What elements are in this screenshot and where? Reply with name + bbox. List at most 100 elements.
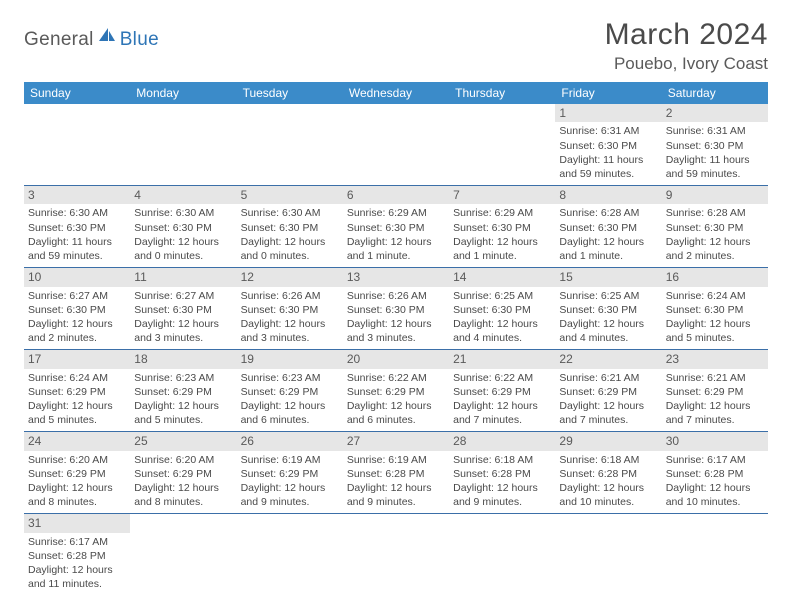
- day-number: 6: [343, 186, 449, 204]
- daylight-text: Daylight: 12 hours and 2 minutes.: [666, 235, 764, 263]
- sunrise-text: Sunrise: 6:30 AM: [28, 206, 126, 220]
- calendar-cell: 27Sunrise: 6:19 AMSunset: 6:28 PMDayligh…: [343, 432, 449, 514]
- logo: General Blue: [24, 18, 159, 53]
- sunset-text: Sunset: 6:29 PM: [28, 385, 126, 399]
- sunset-text: Sunset: 6:29 PM: [453, 385, 551, 399]
- sunrise-text: Sunrise: 6:18 AM: [559, 453, 657, 467]
- sunset-text: Sunset: 6:29 PM: [347, 385, 445, 399]
- calendar-week-row: 24Sunrise: 6:20 AMSunset: 6:29 PMDayligh…: [24, 432, 768, 514]
- sunset-text: Sunset: 6:29 PM: [134, 385, 232, 399]
- sunset-text: Sunset: 6:28 PM: [453, 467, 551, 481]
- day-details: Sunrise: 6:20 AMSunset: 6:29 PMDaylight:…: [130, 451, 236, 514]
- daylight-text: Daylight: 12 hours and 2 minutes.: [28, 317, 126, 345]
- sunset-text: Sunset: 6:30 PM: [559, 139, 657, 153]
- sunset-text: Sunset: 6:30 PM: [559, 221, 657, 235]
- sunrise-text: Sunrise: 6:19 AM: [347, 453, 445, 467]
- daylight-text: Daylight: 12 hours and 0 minutes.: [134, 235, 232, 263]
- day-number: 11: [130, 268, 236, 286]
- daylight-text: Daylight: 12 hours and 7 minutes.: [453, 399, 551, 427]
- title-block: March 2024 Pouebo, Ivory Coast: [605, 18, 768, 74]
- day-details: Sunrise: 6:18 AMSunset: 6:28 PMDaylight:…: [555, 451, 661, 514]
- month-title: March 2024: [605, 18, 768, 52]
- day-number: 24: [24, 432, 130, 450]
- calendar-cell: 6Sunrise: 6:29 AMSunset: 6:30 PMDaylight…: [343, 186, 449, 268]
- day-details: Sunrise: 6:23 AMSunset: 6:29 PMDaylight:…: [130, 369, 236, 432]
- sunset-text: Sunset: 6:30 PM: [28, 303, 126, 317]
- sunset-text: Sunset: 6:28 PM: [28, 549, 126, 563]
- sunset-text: Sunset: 6:28 PM: [347, 467, 445, 481]
- calendar-cell: 15Sunrise: 6:25 AMSunset: 6:30 PMDayligh…: [555, 268, 661, 350]
- calendar-cell: 24Sunrise: 6:20 AMSunset: 6:29 PMDayligh…: [24, 432, 130, 514]
- calendar-cell: 23Sunrise: 6:21 AMSunset: 6:29 PMDayligh…: [662, 350, 768, 432]
- sunrise-text: Sunrise: 6:29 AM: [453, 206, 551, 220]
- calendar-cell: 11Sunrise: 6:27 AMSunset: 6:30 PMDayligh…: [130, 268, 236, 350]
- calendar-cell: 18Sunrise: 6:23 AMSunset: 6:29 PMDayligh…: [130, 350, 236, 432]
- calendar-cell: 10 Sunrise: 6:27 AMSunset: 6:30 PMDayligh…: [24, 268, 130, 350]
- day-number: 3: [24, 186, 130, 204]
- daylight-text: Daylight: 12 hours and 1 minute.: [347, 235, 445, 263]
- day-number: 22: [555, 350, 661, 368]
- sunrise-text: Sunrise: 6:31 AM: [559, 124, 657, 138]
- sunrise-text: Sunrise: 6:17 AM: [28, 535, 126, 549]
- sunrise-text: Sunrise: 6:21 AM: [559, 371, 657, 385]
- calendar-table: Sunday Monday Tuesday Wednesday Thursday…: [24, 82, 768, 595]
- sunrise-text: Sunrise: 6:24 AM: [666, 289, 764, 303]
- day-number: 16: [662, 268, 768, 286]
- calendar-cell: 20Sunrise: 6:22 AMSunset: 6:29 PMDayligh…: [343, 350, 449, 432]
- day-number: 10: [24, 268, 130, 286]
- sunrise-text: Sunrise: 6:30 AM: [134, 206, 232, 220]
- day-number: 26: [237, 432, 343, 450]
- sunset-text: Sunset: 6:29 PM: [666, 385, 764, 399]
- calendar-week-row: 17Sunrise: 6:24 AMSunset: 6:29 PMDayligh…: [24, 350, 768, 432]
- sunset-text: Sunset: 6:29 PM: [28, 467, 126, 481]
- daylight-text: Daylight: 11 hours and 59 minutes.: [559, 153, 657, 181]
- daylight-text: Daylight: 12 hours and 5 minutes.: [28, 399, 126, 427]
- sunrise-text: Sunrise: 6:28 AM: [666, 206, 764, 220]
- calendar-cell: [662, 514, 768, 596]
- daylight-text: Daylight: 12 hours and 9 minutes.: [241, 481, 339, 509]
- day-number: 5: [237, 186, 343, 204]
- daylight-text: Daylight: 12 hours and 0 minutes.: [241, 235, 339, 263]
- calendar-cell: 28Sunrise: 6:18 AMSunset: 6:28 PMDayligh…: [449, 432, 555, 514]
- day-number: 18: [130, 350, 236, 368]
- sunrise-text: Sunrise: 6:21 AM: [666, 371, 764, 385]
- daylight-text: Daylight: 12 hours and 6 minutes.: [241, 399, 339, 427]
- day-details: Sunrise: 6:18 AMSunset: 6:28 PMDaylight:…: [449, 451, 555, 514]
- sunrise-text: Sunrise: 6:18 AM: [453, 453, 551, 467]
- calendar-cell: [130, 514, 236, 596]
- calendar-week-row: 10Sunrise: 6:27 AMSunset: 6:30 PMDayligh…: [24, 268, 768, 350]
- calendar-cell: 17Sunrise: 6:24 AMSunset: 6:29 PMDayligh…: [24, 350, 130, 432]
- sunrise-text: Sunrise: 6:27 AM: [28, 289, 126, 303]
- day-details: Sunrise: 6:22 AMSunset: 6:29 PMDaylight:…: [449, 369, 555, 432]
- day-details: Sunrise: 6:25 AMSunset: 6:30 PMDaylight:…: [449, 287, 555, 350]
- day-number: 27: [343, 432, 449, 450]
- sunset-text: Sunset: 6:30 PM: [28, 221, 126, 235]
- weekday-header: Friday: [555, 82, 661, 104]
- day-details: Sunrise: 6:27 AMSunset: 6:30 PMDaylight:…: [130, 287, 236, 350]
- calendar-cell: 29Sunrise: 6:18 AMSunset: 6:28 PMDayligh…: [555, 432, 661, 514]
- sunset-text: Sunset: 6:29 PM: [134, 467, 232, 481]
- weekday-header: Saturday: [662, 82, 768, 104]
- daylight-text: Daylight: 12 hours and 11 minutes.: [28, 563, 126, 591]
- sunset-text: Sunset: 6:30 PM: [134, 221, 232, 235]
- day-number: 21: [449, 350, 555, 368]
- sunrise-text: Sunrise: 6:22 AM: [347, 371, 445, 385]
- calendar-cell: 5Sunrise: 6:30 AMSunset: 6:30 PMDaylight…: [237, 186, 343, 268]
- daylight-text: Daylight: 12 hours and 5 minutes.: [666, 317, 764, 345]
- sunset-text: Sunset: 6:29 PM: [559, 385, 657, 399]
- day-details: Sunrise: 6:19 AMSunset: 6:29 PMDaylight:…: [237, 451, 343, 514]
- day-details: Sunrise: 6:28 AMSunset: 6:30 PMDaylight:…: [555, 204, 661, 267]
- sunrise-text: Sunrise: 6:17 AM: [666, 453, 764, 467]
- day-number: 2: [662, 104, 768, 122]
- day-details: Sunrise: 6:31 AMSunset: 6:30 PMDaylight:…: [662, 122, 768, 185]
- day-number: 25: [130, 432, 236, 450]
- calendar-cell: [237, 514, 343, 596]
- sunset-text: Sunset: 6:29 PM: [241, 385, 339, 399]
- calendar-cell: 21Sunrise: 6:22 AMSunset: 6:29 PMDayligh…: [449, 350, 555, 432]
- weekday-header: Tuesday: [237, 82, 343, 104]
- sunset-text: Sunset: 6:30 PM: [241, 303, 339, 317]
- sunrise-text: Sunrise: 6:25 AM: [453, 289, 551, 303]
- header: General Blue March 2024 Pouebo, Ivory Co…: [24, 18, 768, 74]
- calendar-cell: 14Sunrise: 6:25 AMSunset: 6:30 PMDayligh…: [449, 268, 555, 350]
- day-details: Sunrise: 6:17 AMSunset: 6:28 PMDaylight:…: [24, 533, 130, 596]
